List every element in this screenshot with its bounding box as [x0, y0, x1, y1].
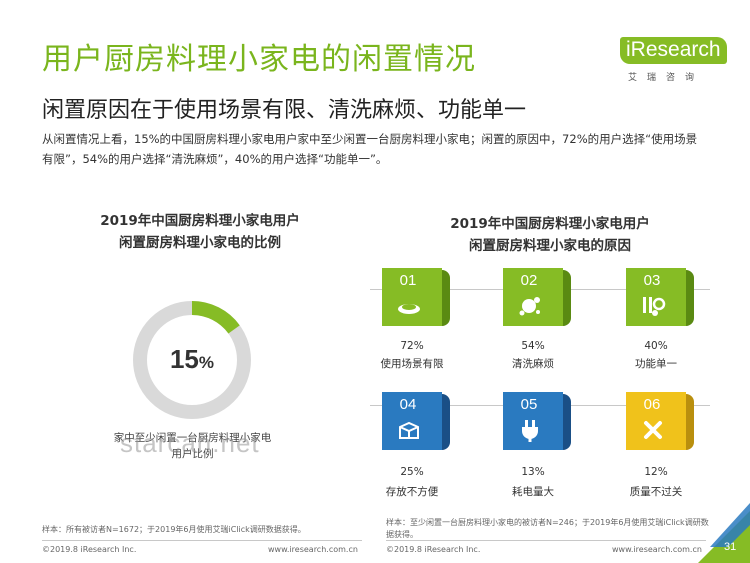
description: 从闲置情况上看，15%的中国厨房料理小家电用户家中至少闲置一台厨房料理小家电；闲…: [42, 132, 698, 166]
right-sample-note: 样本：至少闲置一台厨房料理小家电的被访者N=246；于2019年6月使用艾瑞iC…: [386, 518, 709, 539]
donut-value-number: 15: [169, 344, 199, 374]
right-chart-title-line1: 2019年中国厨房料理小家电用户: [450, 216, 650, 232]
card-face: [626, 268, 686, 326]
page-subtitle: 闲置原因在于使用场景有限、清洗麻烦、功能单一: [42, 98, 527, 123]
card-number: 03: [643, 272, 661, 289]
reason-pct-03: 40%: [644, 340, 668, 352]
plate-icon: [398, 304, 420, 314]
donut-center-value: 15%: [162, 344, 222, 375]
reason-pct-06: 12%: [644, 466, 668, 478]
card-face: [382, 268, 442, 326]
reason-card-01: 01: [382, 268, 450, 326]
left-chart-title: 2019年中国厨房料理小家电用户 闲置厨房料理小家电的比例: [70, 210, 330, 254]
left-footer-copyright: ©2019.8 iResearch Inc.: [42, 545, 137, 554]
left-chart-title-line2: 闲置厨房料理小家电的比例: [119, 235, 281, 251]
reason-label-04: 存放不方便: [385, 486, 439, 498]
donut-caption: 家中至少闲置一台厨房料理小家电用户比例: [113, 432, 272, 460]
card-number: 06: [643, 396, 661, 413]
page-number: 31: [724, 541, 737, 553]
reason-card-05: 05: [503, 392, 571, 450]
splash-icon: [519, 297, 540, 316]
card-number: 05: [520, 396, 538, 413]
broken-icon: [644, 421, 662, 439]
reason-card-02: 02: [503, 268, 571, 326]
tools-icon: [643, 297, 666, 316]
iresearch-logo: iResearch 艾瑞咨询: [620, 37, 727, 93]
page-title: 用户厨房料理小家电的闲置情况: [42, 42, 476, 77]
donut-highlight-segment: [191, 301, 240, 334]
left-footer-url: www.iresearch.com.cn: [268, 545, 358, 554]
right-footer-rule: [386, 540, 706, 541]
right-footer-copyright: ©2019.8 iResearch Inc.: [386, 545, 481, 554]
reason-label-05: 耗电量大: [512, 486, 554, 498]
reason-card-03: 03: [626, 268, 694, 326]
left-sample-note: 样本：所有被访者N=1672；于2019年6月使用艾瑞iClick调研数据获得。: [42, 525, 306, 534]
watermark: starcan.net: [120, 428, 260, 458]
corner-decoration: [698, 503, 750, 563]
logo-cn: 艾瑞咨询: [628, 73, 705, 83]
card-face: [503, 268, 563, 326]
card-number: 01: [399, 272, 417, 289]
left-footer-rule: [42, 540, 362, 541]
reason-pct-05: 13%: [521, 466, 545, 478]
plug-icon: [522, 420, 538, 442]
idle-ratio-donut: [133, 301, 251, 419]
left-chart-title-line1: 2019年中国厨房料理小家电用户: [100, 213, 300, 229]
reason-card-04: 04: [382, 392, 450, 450]
reason-label-03: 功能单一: [635, 358, 677, 370]
logo-brand: iResearch: [620, 37, 727, 64]
box-icon: [399, 421, 419, 439]
reason-label-01: 使用场景有限: [380, 358, 444, 370]
reason-pct-02: 54%: [521, 340, 545, 352]
reason-label-02: 清洗麻烦: [512, 358, 554, 370]
reason-card-06: 06: [626, 392, 694, 450]
card-number: 04: [399, 396, 417, 413]
right-chart-title-line2: 闲置厨房料理小家电的原因: [469, 238, 631, 254]
reason-label-06: 质量不过关: [629, 486, 683, 498]
donut-value-unit: %: [198, 353, 215, 372]
reason-pct-04: 25%: [400, 466, 424, 478]
card-face: [382, 392, 442, 450]
reason-pct-01: 72%: [400, 340, 424, 352]
right-chart-title: 2019年中国厨房料理小家电用户 闲置厨房料理小家电的原因: [410, 213, 690, 257]
card-face: [626, 392, 686, 450]
right-footer-url: www.iresearch.com.cn: [612, 545, 702, 554]
card-number: 02: [520, 272, 538, 289]
